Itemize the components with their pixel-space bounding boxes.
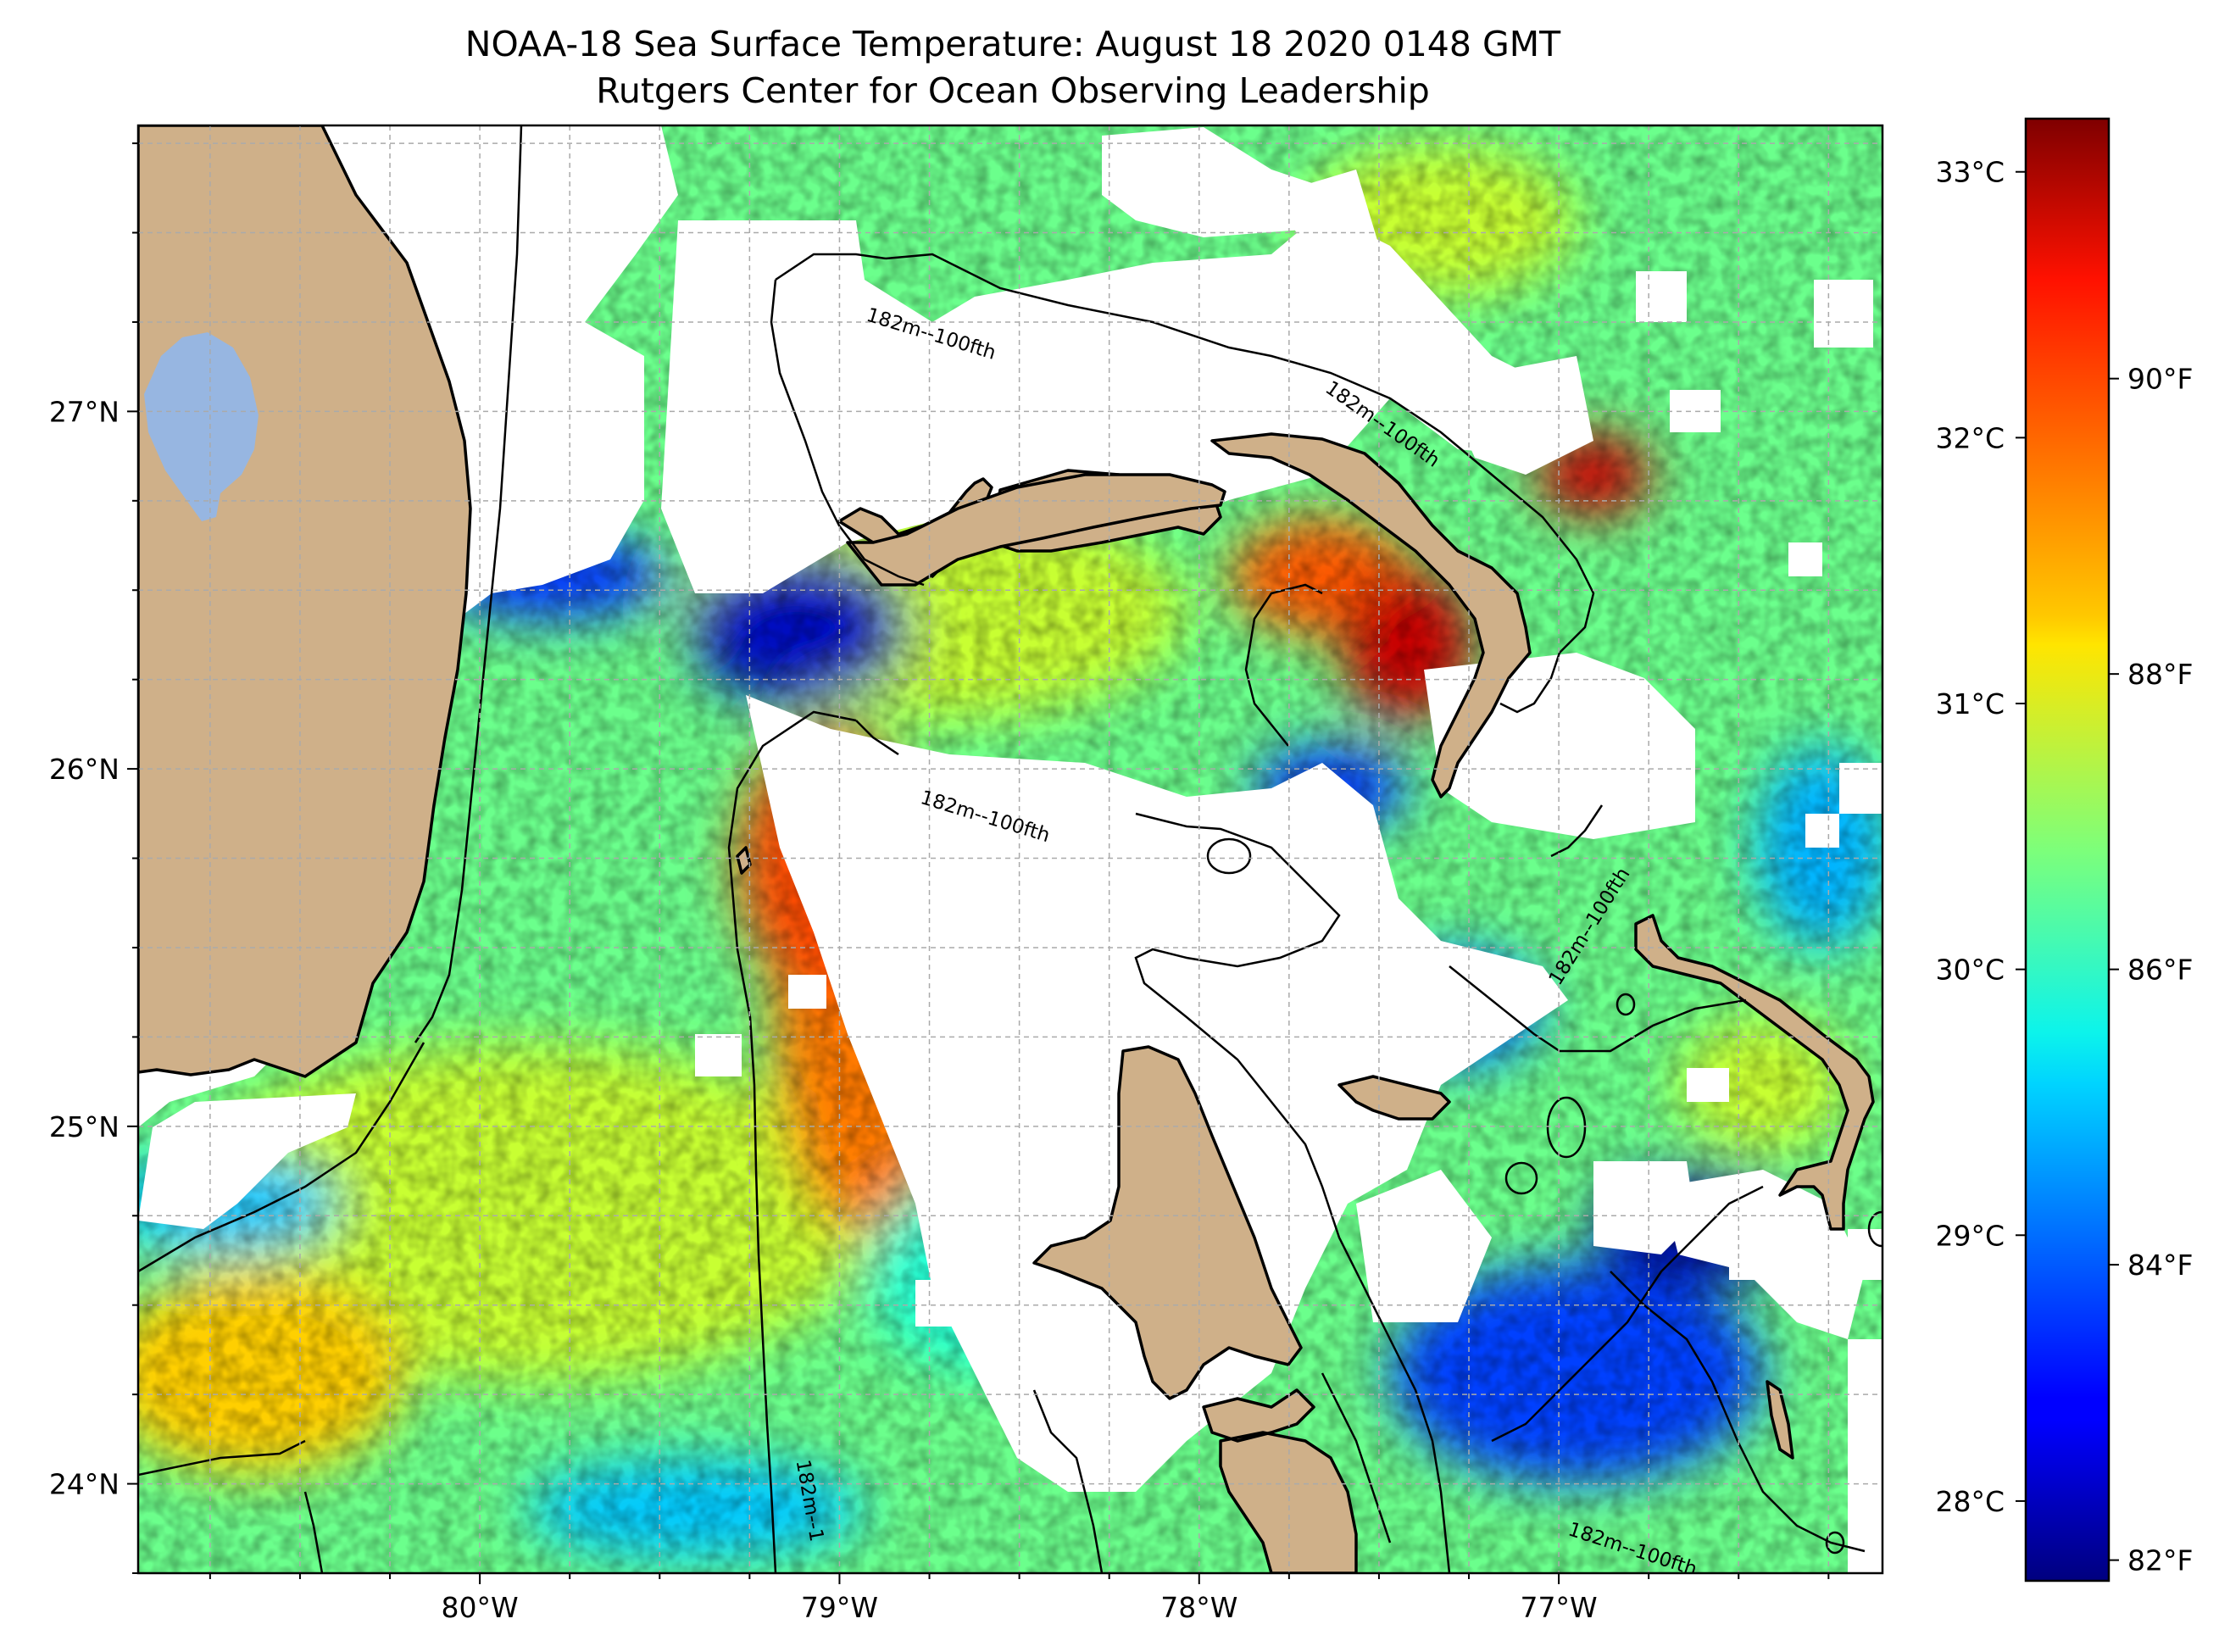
celsius-tick-label: 33°C bbox=[1935, 156, 2005, 189]
fahrenheit-tick-label: 82°F bbox=[2127, 1544, 2193, 1577]
celsius-tick-label: 31°C bbox=[1935, 687, 2005, 720]
map-frame bbox=[136, 124, 1884, 1575]
celsius-tick-label: 28°C bbox=[1935, 1485, 2005, 1518]
lon-tick-label: 80°W bbox=[442, 1591, 519, 1624]
land-andros bbox=[1032, 1045, 1303, 1400]
celsius-tick-label: 32°C bbox=[1935, 421, 2005, 454]
land-berry-islands bbox=[1337, 1075, 1451, 1121]
lat-tick-label: 24°N bbox=[49, 1468, 120, 1501]
lon-tick-label: 77°W bbox=[1521, 1591, 1598, 1624]
land-eleuthera bbox=[1634, 914, 1875, 1231]
celsius-tick-label: 30°C bbox=[1935, 954, 2005, 987]
fahrenheit-tick-label: 84°F bbox=[2127, 1249, 2193, 1282]
lat-tick-label: 27°N bbox=[49, 395, 120, 428]
map-area: 182m--100fth182m--100fth182m--100fth182m… bbox=[138, 125, 1882, 1573]
lat-tick-label: 26°N bbox=[49, 753, 120, 786]
land-grand-bahama-east bbox=[846, 473, 1226, 587]
land-exuma bbox=[1766, 1380, 1794, 1460]
chart-subtitle: Rutgers Center for Ocean Observing Leade… bbox=[596, 70, 1430, 111]
fahrenheit-tick-label: 90°F bbox=[2127, 363, 2193, 396]
land-abaco bbox=[1210, 432, 1532, 798]
colorbar: 28°C 29°C 30°C 31°C 32°C 33°C 82°F 84°F 86°F 88°F… bbox=[1935, 117, 2193, 1582]
lat-tick-label: 25°N bbox=[49, 1110, 120, 1143]
lon-tick-label: 78°W bbox=[1160, 1591, 1237, 1624]
chart-title: NOAA-18 Sea Surface Temperature: August … bbox=[464, 24, 1561, 64]
colorbar-ticks: 28°C 29°C 30°C 31°C 32°C 33°C 82°F 84°F 86°F 88°F… bbox=[1935, 156, 2193, 1577]
fahrenheit-tick-label: 88°F bbox=[2127, 658, 2193, 691]
colorbar-gradient bbox=[2024, 117, 2110, 1582]
map-axis-ticks: 80°W 79°W 78°W 77°W 24°N 25°N 26°N 27°N bbox=[49, 142, 1830, 1624]
isobath-contours bbox=[138, 125, 1882, 1573]
lon-tick-label: 79°W bbox=[801, 1591, 878, 1624]
celsius-tick-label: 29°C bbox=[1935, 1219, 2005, 1252]
gridlines bbox=[138, 125, 1882, 1573]
land-andros-south bbox=[1202, 1388, 1358, 1573]
fahrenheit-tick-label: 86°F bbox=[2127, 954, 2193, 987]
lake-okeechobee bbox=[144, 332, 259, 521]
